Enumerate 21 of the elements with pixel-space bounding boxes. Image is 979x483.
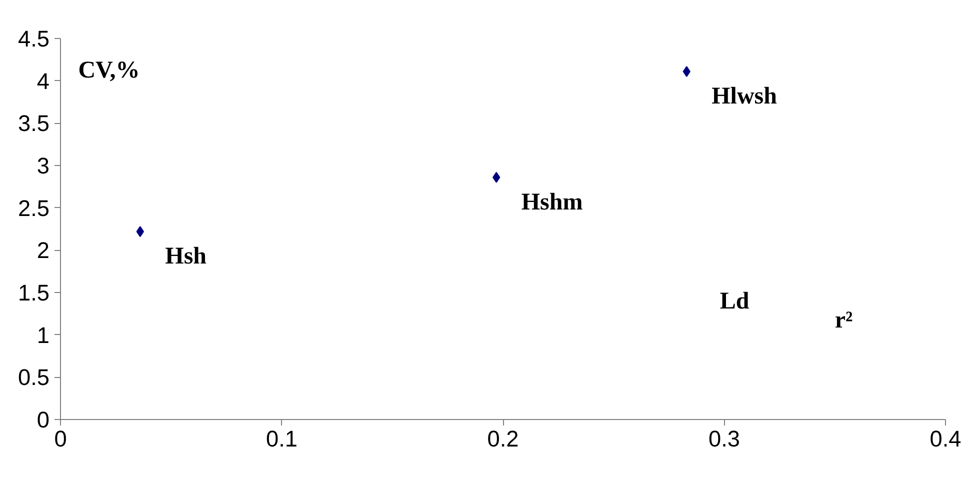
y-tick-label: 0.5 (18, 364, 50, 390)
y-tick-label: 2 (36, 237, 50, 264)
x-tick-label: 0.3 (708, 426, 740, 452)
x-axis-title: r² (834, 307, 853, 334)
x-tick-label: 0.2 (487, 426, 519, 452)
y-tick-label: 1 (36, 322, 50, 348)
y-tick-label: 3.5 (18, 110, 50, 136)
x-tick-label: 0 (54, 426, 67, 452)
annotation: Hlwsh (712, 84, 777, 110)
y-tick-label: 2.5 (18, 194, 50, 221)
y-tick-label: 0 (36, 406, 50, 432)
x-tick-label: 0.4 (930, 426, 962, 452)
y-tick-label: 4 (36, 68, 50, 94)
y-tick-label: 4.5 (18, 26, 50, 52)
annotation: Ld (720, 288, 750, 314)
y-axis-title: CV,% (78, 58, 140, 84)
annotation: Hsh (165, 244, 207, 270)
y-tick-label: 1.5 (18, 280, 50, 306)
y-tick-label: 3 (36, 152, 50, 178)
x-tick-label: 0.1 (266, 426, 298, 452)
annotation: Hshm (521, 189, 583, 216)
